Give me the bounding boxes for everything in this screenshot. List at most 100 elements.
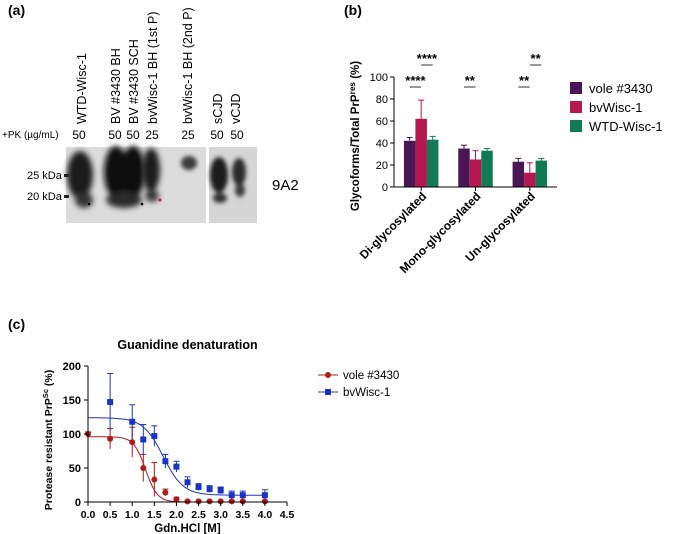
band-lane-4 — [142, 148, 160, 202]
band-lane-5 — [181, 156, 197, 170]
data-point — [129, 418, 136, 425]
pk-value-3: 50 — [126, 128, 140, 142]
panel-label-b: (b) — [344, 2, 362, 18]
data-point — [206, 486, 213, 493]
c-y-axis-title: Protease resistant PrPSc (%) — [41, 370, 56, 511]
western-blot-panel: WTD-Wisc-1 BV #3430 BH BV #3430 SCH bvWi… — [0, 0, 335, 240]
data-point — [151, 476, 158, 483]
c-y-tick-label: 100 — [63, 429, 81, 441]
data-point — [239, 498, 246, 505]
b-y-tick-label: 40 — [376, 138, 388, 150]
data-point — [228, 492, 235, 499]
b-legend-label: WTD-Wisc-1 — [589, 119, 663, 134]
c-legend-marker — [325, 389, 331, 395]
c-y-tick-label: 0 — [75, 497, 81, 509]
data-point — [162, 489, 169, 496]
marker-25kda: 25 kDa — [27, 170, 63, 182]
c-x-axis-title: Gdn.HCl [M] — [154, 523, 221, 534]
significance-label: ** — [519, 73, 530, 88]
bar — [403, 140, 416, 187]
data-point — [239, 492, 246, 499]
b-y-tick-label: 0 — [382, 182, 388, 194]
c-x-tick-label: 0.0 — [81, 509, 96, 521]
data-point — [184, 498, 191, 505]
lane-label-2: BV #3430 BH — [109, 48, 123, 124]
c-x-tick-label: 1.0 — [125, 509, 140, 521]
b-legend-swatch — [570, 120, 582, 132]
band-marker-dot-3 — [158, 198, 162, 202]
marker-20kda-tick — [64, 195, 69, 198]
pk-value-1: 50 — [72, 128, 86, 142]
b-y-tick-label: 100 — [370, 72, 388, 84]
lane-label-4: bvWisc-1 BH (1st P) — [146, 11, 160, 124]
fit-curve — [88, 417, 265, 496]
bar — [426, 139, 439, 187]
data-point — [140, 465, 147, 471]
b-y-tick-label: 80 — [376, 94, 388, 106]
pk-value-4: 25 — [145, 128, 159, 142]
c-y-tick-label: 200 — [63, 361, 81, 373]
data-point — [261, 492, 268, 499]
marker-20kda: 20 kDa — [27, 191, 63, 203]
c-x-tick-label: 3.5 — [235, 509, 250, 521]
marker-25kda-tick — [64, 174, 69, 177]
data-point — [140, 436, 147, 443]
c-x-tick-label: 4.5 — [280, 509, 295, 521]
bar — [458, 148, 470, 187]
c-x-tick-label: 2.0 — [169, 509, 184, 521]
c-x-tick-label: 4.0 — [258, 509, 273, 521]
lane-label-7: vCJD — [229, 93, 243, 124]
data-point — [261, 498, 268, 505]
panel-label-a: (a) — [8, 2, 26, 18]
b-y-tick-label: 20 — [376, 160, 388, 172]
data-point — [173, 496, 180, 503]
data-point — [217, 487, 224, 494]
b-legend-label: bvWisc-1 — [589, 100, 642, 115]
b-legend-label: vole #3430 — [589, 81, 653, 96]
data-point — [184, 479, 191, 486]
guanidine-denaturation-chart: Guanidine denaturation 0 50 100 150 200 0.0 0.5… — [41, 338, 400, 534]
western-blot-figure: WTD-Wisc-1 BV #3430 BH BV #3430 SCH bvWi… — [2, 7, 299, 223]
bar — [415, 118, 427, 187]
significance-label: **** — [405, 73, 426, 88]
band-lane-1 — [67, 151, 93, 208]
bar — [512, 161, 525, 187]
band-lane-2-3 — [104, 146, 145, 208]
lane-label-6: sCJD — [211, 93, 225, 124]
c-y-tick-label: 150 — [63, 395, 81, 407]
glycoform-bar-chart: ********** **** 020406080100Di-glycosylat… — [348, 51, 663, 276]
b-legend-swatch — [570, 82, 582, 94]
c-x-tick-label: 1.5 — [147, 509, 162, 521]
c-legend-label: vole #3430 — [343, 370, 399, 382]
c-x-tick-label: 0.5 — [103, 509, 118, 521]
data-point — [195, 498, 202, 505]
b-y-tick-label: 60 — [376, 116, 388, 128]
data-point — [217, 498, 224, 505]
significance-label: ** — [465, 73, 476, 88]
data-point — [129, 439, 136, 446]
pk-label: +PK (µg/mL) — [2, 130, 59, 141]
band-lane-7 — [232, 158, 246, 197]
c-legend-label: bvWisc-1 — [343, 387, 390, 399]
lane-label-1: WTD-Wisc-1 — [75, 53, 89, 124]
c-chart-title: Guanidine denaturation — [117, 338, 257, 352]
b-y-axis-title: Glycoforms/Total PrPres (%) — [348, 61, 363, 211]
data-point — [162, 458, 169, 465]
bar — [524, 172, 536, 187]
significance-label: **** — [417, 51, 438, 66]
band-marker-dot-2 — [140, 202, 144, 206]
c-x-tick-label: 3.0 — [213, 509, 228, 521]
pk-value-7: 50 — [230, 128, 244, 142]
band-marker-dot-1 — [87, 202, 91, 206]
bar — [535, 160, 548, 187]
data-point — [173, 463, 180, 470]
bar — [481, 150, 493, 187]
pk-value-2: 50 — [108, 128, 122, 142]
c-y-tick-label: 50 — [69, 463, 81, 475]
data-point — [151, 433, 158, 440]
lane-label-3: BV #3430 SCH — [127, 39, 141, 124]
band-lane-6 — [210, 157, 228, 203]
data-point — [206, 498, 213, 505]
pk-value-6: 50 — [210, 128, 224, 142]
data-point — [107, 399, 114, 406]
